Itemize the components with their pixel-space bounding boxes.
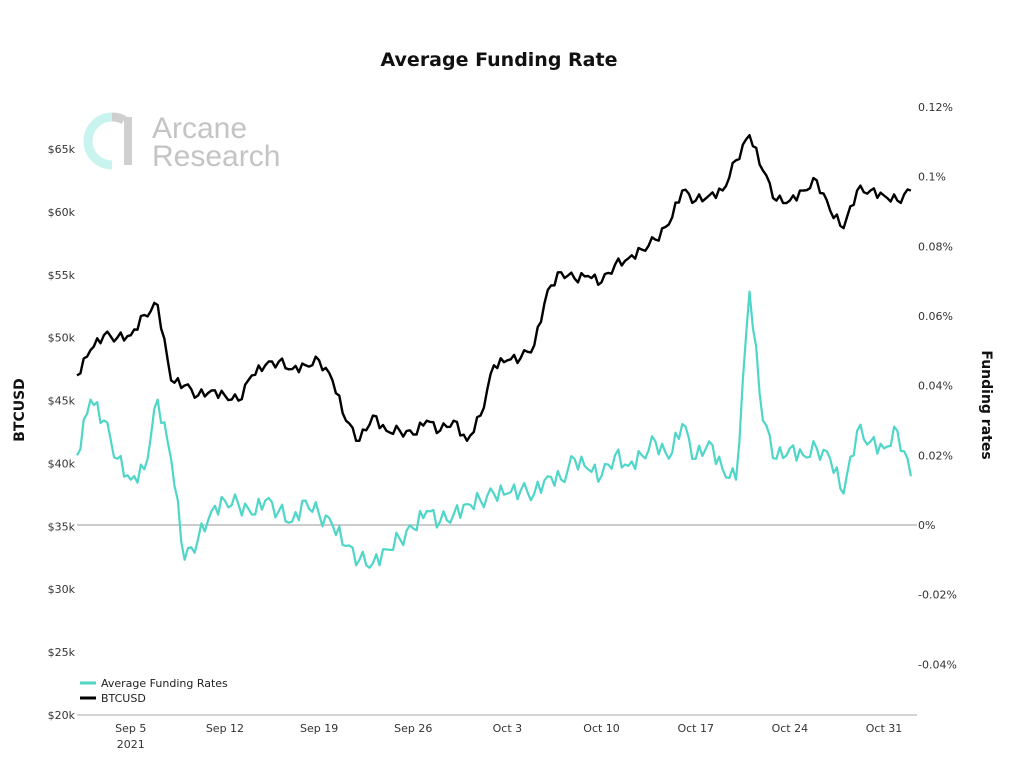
logo-text-line1: Arcane	[152, 112, 247, 145]
left-tick-label: $55k	[48, 269, 76, 282]
x-axis-ticks: Sep 5 2021 Sep 12 Sep 19 Sep 26 Oct 3 Oct 10 Oc…	[115, 722, 902, 751]
left-tick-label: $50k	[48, 332, 76, 345]
left-axis-title: BTCUSD	[12, 378, 28, 442]
legend-label-funding[interactable]: Average Funding Rates	[101, 677, 228, 690]
x-tick-label: Sep 12	[206, 722, 244, 735]
left-tick-label: $25k	[48, 646, 76, 659]
left-tick-label: $20k	[48, 709, 76, 722]
watermark-logo: Arcane Research	[83, 112, 280, 173]
legend-label-btcusd[interactable]: BTCUSD	[101, 692, 146, 705]
logo-text-line2: Research	[152, 140, 280, 173]
right-tick-label: 0.06%	[918, 310, 953, 323]
series-average-funding-rates	[76, 290, 912, 569]
left-tick-label: $30k	[48, 583, 76, 596]
right-axis-ticks: -0.04% -0.02% 0% 0.02% 0.04% 0.06% 0.08% 0.1% 0.…	[918, 101, 957, 671]
left-tick-label: $35k	[48, 520, 76, 533]
left-tick-label: $45k	[48, 395, 76, 408]
left-tick-label: $60k	[48, 206, 76, 219]
left-axis-ticks: $20k $25k $30k $35k $40k $45k $50k $55k $60k $65k	[48, 143, 76, 722]
x-tick-label: Oct 31	[866, 722, 903, 735]
right-tick-label: -0.04%	[918, 658, 957, 671]
x-tick-label: Oct 10	[583, 722, 620, 735]
x-tick-label: Sep 26	[394, 722, 432, 735]
series-btcusd	[76, 133, 912, 442]
logo-arc-icon	[83, 112, 113, 170]
x-tick-label: Oct 3	[493, 722, 523, 735]
left-tick-label: $65k	[48, 143, 76, 156]
right-tick-label: 0.04%	[918, 380, 953, 393]
right-tick-label: -0.02%	[918, 589, 957, 602]
right-tick-label: 0%	[918, 519, 935, 532]
right-tick-label: 0.12%	[918, 101, 953, 114]
x-tick-label: Sep 5	[115, 722, 146, 735]
right-tick-label: 0.02%	[918, 449, 953, 462]
x-tick-label: Oct 24	[772, 722, 809, 735]
left-tick-label: $40k	[48, 457, 76, 470]
right-tick-label: 0.1%	[918, 171, 946, 184]
right-tick-label: 0.08%	[918, 240, 953, 253]
x-tick-sublabel: 2021	[117, 738, 145, 751]
chart-title: Average Funding Rate	[381, 49, 618, 71]
x-tick-label: Oct 17	[677, 722, 714, 735]
legend: Average Funding Rates BTCUSD	[80, 677, 228, 705]
right-axis-title: Funding rates	[978, 350, 994, 459]
x-tick-label: Sep 19	[300, 722, 338, 735]
